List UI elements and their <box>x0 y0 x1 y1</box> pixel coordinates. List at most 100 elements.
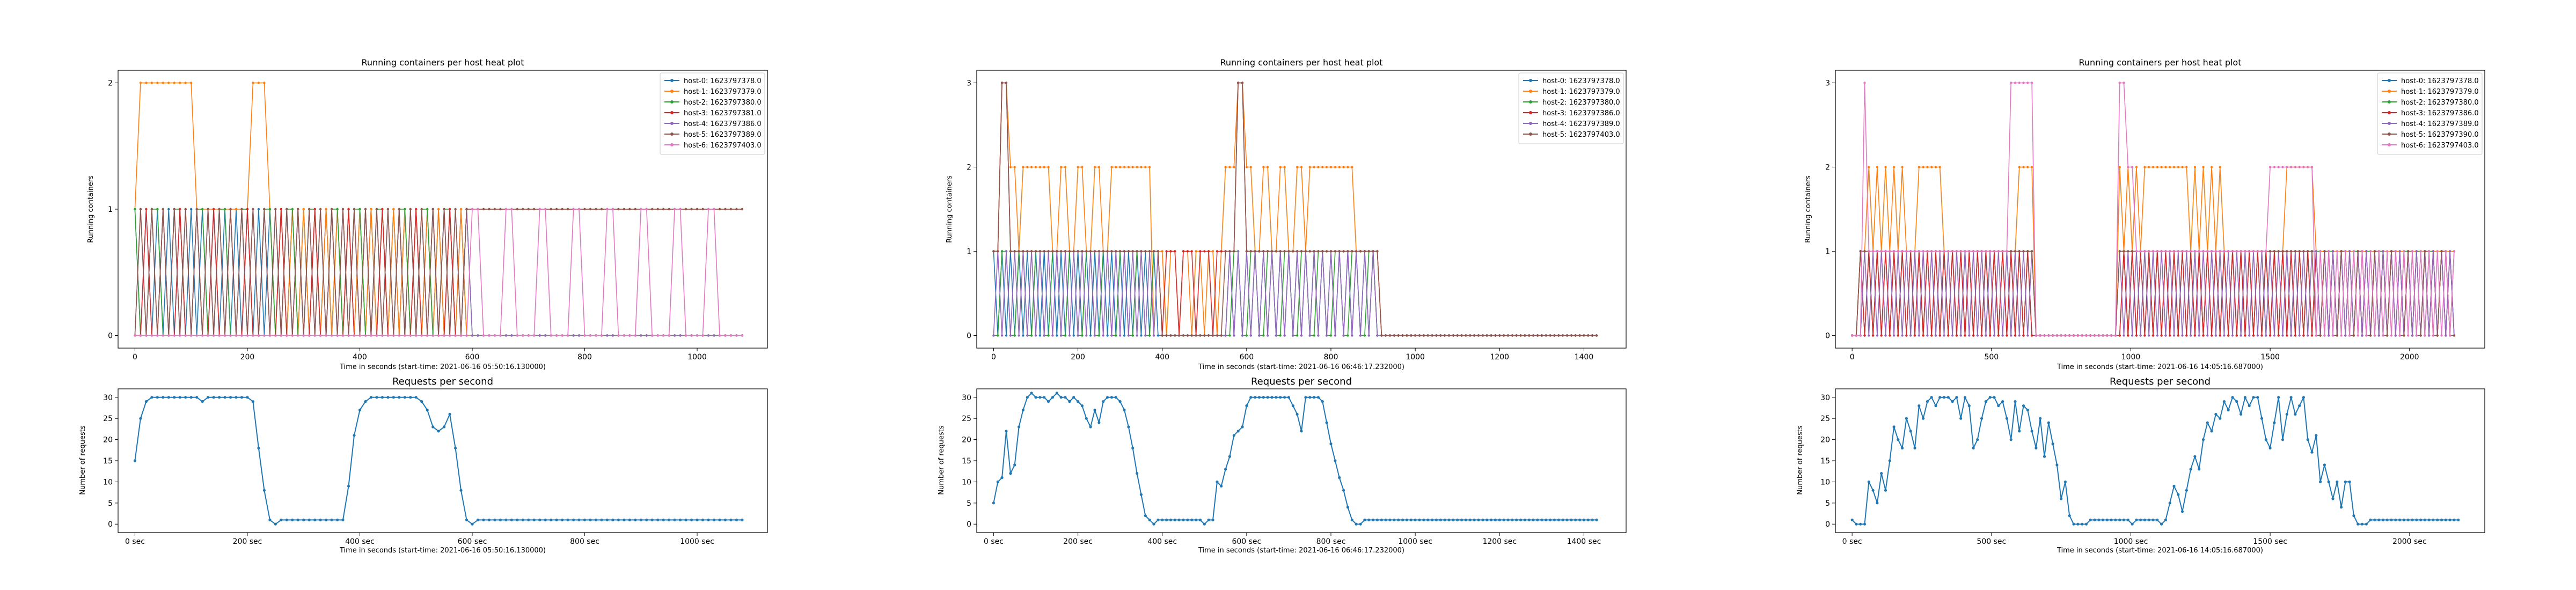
requests-point <box>741 518 744 522</box>
data-point-host-4 <box>1943 334 1945 337</box>
requests-point <box>2302 396 2305 399</box>
data-point-host-5 <box>1270 250 1274 253</box>
data-point-host-6 <box>1980 250 1983 253</box>
data-point-host-6 <box>623 334 626 337</box>
requests-point <box>1152 522 1155 526</box>
data-point-host-4 <box>1292 334 1294 337</box>
data-point-host-6 <box>504 208 508 211</box>
data-point-host-3 <box>2277 334 2280 337</box>
data-point-host-6 <box>561 334 564 337</box>
data-point-host-5 <box>1216 334 1219 337</box>
chart-1-sub-ytick-label: 30 <box>103 394 113 402</box>
data-point-host-5 <box>1422 334 1425 337</box>
requests-line <box>134 396 742 525</box>
requests-point <box>2198 468 2201 471</box>
data-point-host-5 <box>1283 250 1286 253</box>
requests-point <box>1321 400 1324 403</box>
legend-marker-host-1 <box>2388 90 2391 93</box>
data-point-host-5 <box>488 208 491 211</box>
data-point-host-6 <box>527 334 530 337</box>
data-point-host-5 <box>1317 250 1320 253</box>
data-point-host-6 <box>2223 250 2226 253</box>
requests-point <box>426 408 429 412</box>
chart-3-sub-xtick-label: 1000 sec <box>2114 537 2148 546</box>
requests-point <box>1867 480 1870 484</box>
data-point-host-4 <box>2010 334 2012 337</box>
data-point-host-1 <box>1346 166 1349 168</box>
data-point-host-3 <box>2244 334 2246 337</box>
chart-1-ytick-label: 1 <box>108 205 113 214</box>
data-point-host-4 <box>2231 334 2234 337</box>
requests-point <box>1435 518 1438 522</box>
requests-point <box>1913 446 1916 450</box>
chart-1-sub-axes-frame <box>118 388 768 533</box>
data-point-host-6 <box>617 334 620 337</box>
chart-1-sub-xtick-label: 200 sec <box>233 537 262 546</box>
legend-marker-host-4 <box>2388 122 2391 125</box>
data-point-host-6 <box>2440 334 2443 337</box>
data-point-host-6 <box>1951 250 1954 253</box>
requests-point <box>296 518 299 522</box>
data-point-host-6 <box>2386 250 2389 253</box>
chart-1-sub-ytick-label: 0 <box>108 520 113 529</box>
legend-label-host-4: host-4: 1623797389.0 <box>2401 120 2479 128</box>
data-point-host-5 <box>184 208 187 211</box>
data-point-host-3 <box>1182 250 1185 253</box>
data-point-host-6 <box>2051 334 2054 337</box>
data-point-host-1 <box>1115 166 1117 168</box>
data-point-host-6 <box>2348 334 2351 337</box>
data-point-host-6 <box>1871 250 1875 253</box>
chart-1-xtick-label: 0 <box>133 353 137 362</box>
data-point-host-6 <box>443 334 445 337</box>
requests-point <box>2026 408 2029 412</box>
data-point-host-4 <box>2123 334 2125 337</box>
data-point-host-0 <box>1123 334 1126 337</box>
requests-point <box>2423 518 2426 522</box>
requests-point <box>1254 396 1257 399</box>
data-point-host-6 <box>668 334 670 337</box>
data-point-host-5 <box>2018 250 2021 253</box>
data-point-host-3 <box>1972 334 1975 337</box>
requests-point <box>1300 430 1303 433</box>
requests-point <box>572 518 575 522</box>
chart-3-sub-ytick-label: 20 <box>1820 436 1830 445</box>
data-point-host-5 <box>1161 334 1163 337</box>
data-point-host-3 <box>2022 334 2025 337</box>
data-point-host-4 <box>1359 334 1362 337</box>
data-point-host-5 <box>1047 250 1050 253</box>
data-point-host-1 <box>1892 166 1896 168</box>
data-point-host-5 <box>2436 334 2439 337</box>
requests-point <box>1951 400 1954 403</box>
data-point-host-3 <box>1199 250 1202 253</box>
chart-3-sub-ytick-label: 5 <box>1825 499 1830 508</box>
data-point-host-6 <box>2294 166 2297 168</box>
data-point-host-5 <box>2118 250 2121 253</box>
data-point-host-5 <box>1077 250 1079 253</box>
requests-point <box>2256 396 2259 399</box>
chart-3-sub-ytick-label: 30 <box>1820 394 1830 402</box>
data-point-host-1 <box>2164 166 2167 168</box>
data-point-host-6 <box>2315 334 2317 337</box>
data-point-host-4 <box>2223 334 2226 337</box>
data-point-host-5 <box>617 208 620 211</box>
requests-point <box>2143 518 2146 522</box>
data-point-host-5 <box>2281 250 2284 253</box>
data-point-host-4 <box>1884 334 1887 337</box>
requests-point <box>1375 518 1379 522</box>
data-point-host-6 <box>2110 334 2113 337</box>
data-point-host-5 <box>992 250 995 253</box>
legend-marker-host-1 <box>670 90 674 93</box>
legend-marker-host-2 <box>2388 100 2391 104</box>
data-point-host-6 <box>201 334 204 337</box>
requests-point <box>1901 446 1904 450</box>
data-point-host-3 <box>2118 334 2121 337</box>
data-point-host-5 <box>1511 334 1514 337</box>
requests-point <box>1549 518 1552 522</box>
requests-point <box>1481 518 1484 522</box>
requests-point <box>2177 493 2180 496</box>
data-point-host-6 <box>645 208 648 211</box>
data-point-host-6 <box>713 208 715 211</box>
requests-point <box>229 396 232 399</box>
data-point-host-3 <box>1880 334 1883 337</box>
requests-point <box>735 518 738 522</box>
